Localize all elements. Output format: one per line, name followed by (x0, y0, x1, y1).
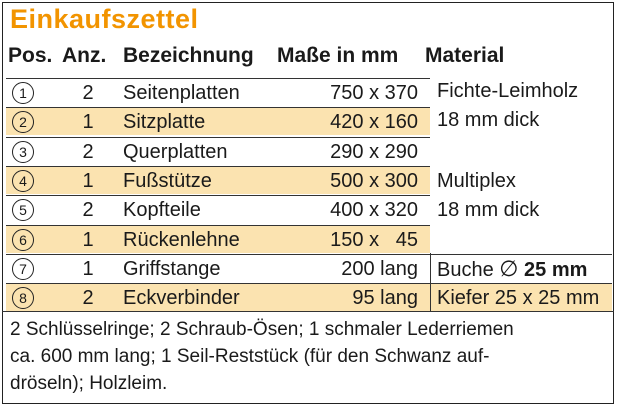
table-row: 2 1 Sitzplatte 420 x 160 (6, 107, 430, 136)
table-row: 3 2 Querplatten 290 x 290 (6, 136, 430, 165)
name-cell: Rückenlehne (123, 228, 240, 251)
table-row: 7 1 Griffstange 200 lang (6, 253, 612, 282)
table-row: 1 2 Seitenplatten 750 x 370 (6, 78, 430, 106)
header-mat: Material (425, 44, 505, 67)
material-7-size: 25 mm (524, 259, 588, 281)
quantity-cell: 1 (82, 228, 94, 251)
position-number-icon: 7 (12, 257, 34, 280)
column-divider (430, 253, 431, 311)
note-line-1: 2 Schlüsselringe; 2 Schraub-Ösen; 1 schm… (10, 319, 514, 340)
quantity-cell: 1 (82, 257, 94, 280)
dimension-cell: 290 x 290 (330, 140, 418, 163)
dimension-cell: 400 x 320 (330, 199, 418, 222)
position-number-icon: 2 (12, 111, 34, 134)
position-number-icon: 3 (12, 140, 34, 163)
quantity-cell: 2 (82, 199, 94, 222)
header-bez: Bezeichnung (123, 44, 254, 67)
material-2: 18 mm dick (437, 109, 540, 131)
quantity-cell: 2 (82, 287, 94, 310)
name-cell: Eckverbinder (123, 287, 240, 310)
position-number-icon: 1 (12, 82, 34, 104)
shopping-list-card (2, 2, 614, 404)
material-5: 18 mm dick (437, 199, 540, 221)
header-mas: Maße in mm (277, 44, 399, 67)
name-cell: Querplatten (123, 140, 228, 163)
material-7: Buche ∅ 25 mm (437, 256, 587, 283)
name-cell: Fußstütze (123, 169, 212, 192)
header-anz: Anz. (62, 44, 107, 67)
note-line-2: ca. 600 mm lang; 1 Seil-Reststück (für d… (10, 346, 490, 367)
name-cell: Kopfteile (123, 199, 201, 222)
note-line-3: dröseln); Holzleim. (10, 373, 168, 394)
table-row: 4 1 Fußstütze 500 x 300 (6, 165, 430, 194)
dimension-cell: 95 lang (352, 287, 418, 310)
position-number-icon: 4 (12, 169, 34, 192)
material-8: Kiefer 25 x 25 mm (437, 287, 600, 309)
table-row: 5 2 Kopfteile 400 x 320 (6, 195, 430, 223)
page-title: Einkaufszettel (10, 4, 199, 34)
table-bottom-rule (2, 311, 614, 312)
material-7-wood: Buche (437, 259, 494, 281)
table-row: 8 2 Eckverbinder 95 lang (6, 283, 612, 312)
diameter-icon: ∅ (499, 256, 519, 281)
table-row: 6 1 Rückenlehne 150 x 45 (6, 224, 430, 253)
name-cell: Seitenplatten (123, 82, 240, 104)
quantity-cell: 2 (82, 82, 94, 104)
quantity-cell: 2 (82, 140, 94, 163)
extra-materials-note: 2 Schlüsselringe; 2 Schraub-Ösen; 1 schm… (10, 316, 608, 397)
quantity-cell: 1 (82, 111, 94, 134)
dimension-cell: 500 x 300 (330, 169, 418, 192)
name-cell: Sitzplatte (123, 111, 206, 134)
dimension-cell: 420 x 160 (330, 111, 418, 134)
name-cell: Griffstange (123, 257, 221, 280)
material-4: Multiplex (437, 170, 516, 192)
dimension-cell: 200 lang (341, 257, 418, 280)
position-number-icon: 5 (12, 199, 34, 222)
position-number-icon: 8 (12, 287, 34, 310)
position-number-icon: 6 (12, 228, 34, 251)
header-pos: Pos. (8, 44, 53, 67)
material-1: Fichte-Leimholz (437, 80, 579, 102)
dimension-cell: 750 x 370 (330, 82, 418, 104)
quantity-cell: 1 (82, 169, 94, 192)
dimension-cell: 150 x 45 (330, 228, 418, 251)
